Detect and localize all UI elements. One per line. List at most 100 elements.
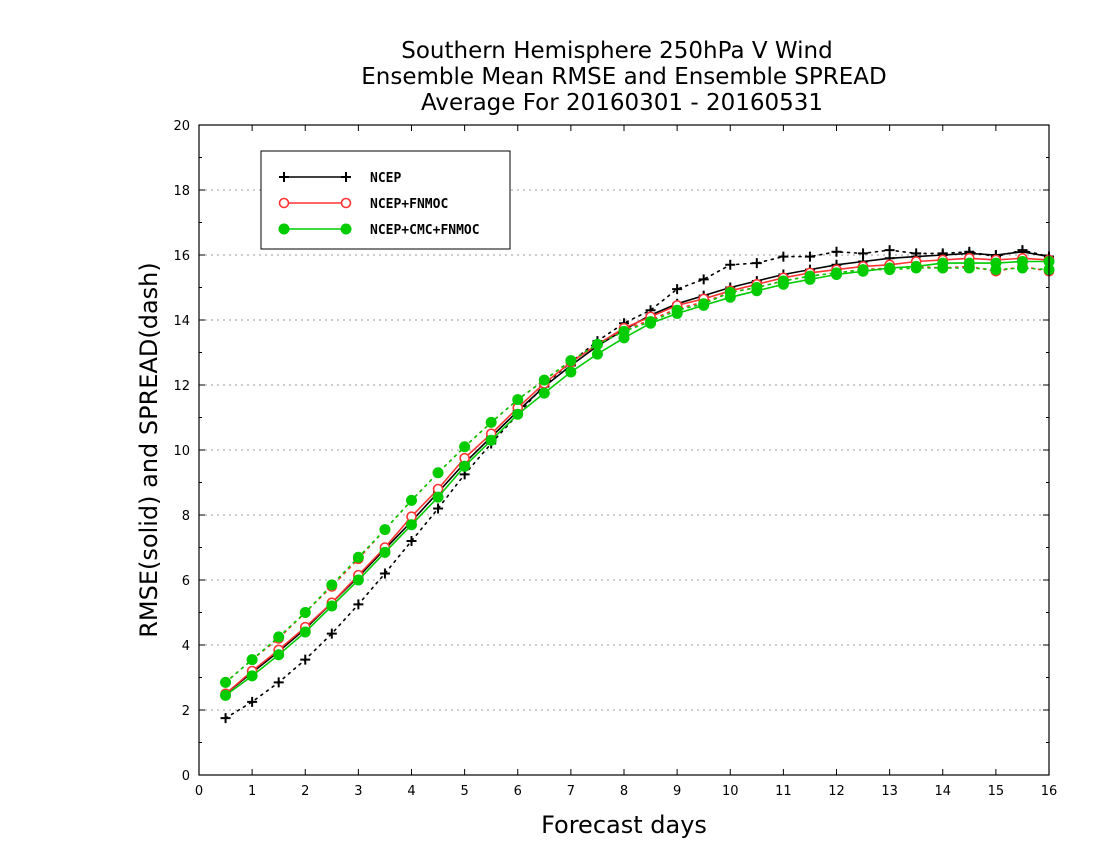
rmse-point-ncep-cmc-fnmoc <box>777 278 789 290</box>
legend-entry-ncep-fnmoc: NCEP+FNMOC <box>278 197 448 212</box>
rmse-point-ncep-cmc-fnmoc <box>591 348 603 360</box>
rmse-point-ncep-cmc-fnmoc <box>751 285 763 297</box>
y-tick-label: 4 <box>182 639 190 654</box>
legend-marker <box>341 172 351 182</box>
y-tick-label: 14 <box>173 314 190 329</box>
spread-point-ncep-cmc-fnmoc <box>326 579 338 591</box>
legend-marker <box>279 172 289 182</box>
spread-point-ncep-cmc-fnmoc <box>379 524 391 536</box>
spread-point-ncep <box>406 536 417 546</box>
y-tick-label: 6 <box>182 574 190 589</box>
spread-point-ncep <box>831 246 842 257</box>
spread-point-ncep <box>220 713 231 724</box>
y-tick-label: 20 <box>173 119 190 134</box>
spread-point-ncep-cmc-fnmoc <box>538 374 550 386</box>
spread-point-ncep <box>247 696 258 707</box>
spread-point-ncep-cmc-fnmoc <box>565 355 577 367</box>
series-ncep-cmc-fnmoc <box>220 256 1055 701</box>
spread-point-ncep-cmc-fnmoc <box>591 338 603 350</box>
x-tick-label: 0 <box>195 784 203 799</box>
legend-marker <box>278 197 290 209</box>
x-tick-label: 1 <box>248 784 256 799</box>
rmse-point-ncep-cmc-fnmoc <box>432 491 444 503</box>
spread-point-ncep <box>273 677 284 688</box>
x-tick-label: 5 <box>460 784 468 799</box>
y-tick-label: 0 <box>182 769 190 784</box>
rmse-point-ncep-cmc-fnmoc <box>512 408 524 420</box>
rmse-point-ncep-cmc-fnmoc <box>698 299 710 311</box>
x-tick-label: 14 <box>934 784 951 799</box>
spread-point-ncep <box>725 259 736 270</box>
rmse-point-ncep-cmc-fnmoc <box>299 626 311 638</box>
rmse-line-ncep <box>225 250 1050 695</box>
spread-point-ncep-cmc-fnmoc <box>246 654 258 666</box>
rmse-point-ncep-cmc-fnmoc <box>671 308 683 319</box>
legend-box <box>260 150 511 250</box>
rmse-point-ncep-cmc-fnmoc <box>937 257 949 269</box>
rmse-point-ncep-cmc-fnmoc <box>406 519 417 531</box>
rmse-point-ncep-cmc-fnmoc <box>379 546 391 558</box>
rmse-point-ncep-cmc-fnmoc <box>857 265 869 277</box>
title-line-1: Southern Hemisphere 250hPa V Wind <box>401 38 832 64</box>
legend-label: NCEP+FNMOC <box>370 197 448 212</box>
spread-point-ncep <box>672 284 683 295</box>
y-tick-label: 10 <box>173 444 190 459</box>
legend-entry-ncep: NCEP <box>279 171 401 186</box>
rmse-point-ncep-cmc-fnmoc <box>326 600 338 612</box>
x-axis-title: Forecast days <box>541 811 707 839</box>
title-line-2: Ensemble Mean RMSE and Ensemble SPREAD <box>361 64 886 90</box>
rmse-point-ncep-cmc-fnmoc <box>273 649 285 661</box>
rmse-point-ncep-cmc-fnmoc <box>910 260 922 272</box>
spread-point-ncep <box>379 568 390 579</box>
spread-point-ncep-cmc-fnmoc <box>299 607 311 618</box>
x-tick-label: 13 <box>881 784 898 799</box>
rmse-point-ncep-cmc-fnmoc <box>990 257 1002 269</box>
chart-title: Southern Hemisphere 250hPa V Wind Ensemb… <box>361 38 886 116</box>
y-axis-title: RMSE(solid) and SPREAD(dash) <box>135 262 163 638</box>
spread-point-ncep <box>326 628 337 639</box>
spread-point-ncep-cmc-fnmoc <box>220 676 232 688</box>
x-tick-labels: 0 1 2 3 4 5 6 7 8 9 10 11 12 13 14 15 16 <box>195 784 1057 799</box>
rmse-point-ncep-cmc-fnmoc <box>565 366 577 378</box>
series-layer <box>220 245 1055 724</box>
x-tick-label: 2 <box>301 784 309 799</box>
x-tick-label: 15 <box>988 784 1005 799</box>
spread-point-ncep <box>353 599 364 610</box>
y-tick-label: 18 <box>173 184 190 199</box>
rmse-point-ncep-cmc-fnmoc <box>485 434 497 446</box>
spread-point-ncep <box>751 258 762 269</box>
y-tick-label: 12 <box>173 379 190 394</box>
rmse-point-ncep-cmc-fnmoc <box>724 291 736 303</box>
x-tick-label: 10 <box>722 784 739 799</box>
legend-marker <box>278 223 290 235</box>
spread-point-ncep <box>804 251 815 262</box>
rmse-point-ncep-cmc-fnmoc <box>352 574 364 586</box>
rmse-line-ncep-fnmoc <box>225 257 1050 695</box>
x-tick-label: 3 <box>354 784 362 799</box>
x-tick-label: 11 <box>775 784 792 799</box>
spread-point-ncep <box>433 503 444 514</box>
grid-lines <box>199 189 1049 711</box>
x-tick-label: 9 <box>673 784 681 799</box>
spread-point-ncep-cmc-fnmoc <box>352 551 364 563</box>
spread-point-ncep-cmc-fnmoc <box>432 467 444 479</box>
rmse-point-ncep-cmc-fnmoc <box>963 257 975 269</box>
x-tick-label: 4 <box>407 784 415 799</box>
legend-marker <box>340 197 352 209</box>
rmse-point-ncep-cmc-fnmoc <box>618 332 630 344</box>
x-tick-label: 7 <box>567 784 575 799</box>
series-ncep <box>220 245 1054 724</box>
x-tick-label: 16 <box>1041 784 1058 799</box>
y-tick-label: 16 <box>173 249 190 264</box>
plot-frame <box>198 124 1050 776</box>
spread-point-ncep-cmc-fnmoc <box>459 441 471 453</box>
rmse-point-ncep-cmc-fnmoc <box>831 269 842 280</box>
legend-marker <box>340 223 352 235</box>
rmse-point-ncep-cmc-fnmoc <box>246 670 258 682</box>
spread-point-ncep <box>300 654 311 665</box>
legend-label: NCEP+CMC+FNMOC <box>370 223 480 238</box>
rmse-point-ncep-cmc-fnmoc <box>1016 256 1028 267</box>
spread-point-ncep <box>698 274 709 285</box>
rmse-point-ncep-cmc-fnmoc <box>459 460 471 472</box>
